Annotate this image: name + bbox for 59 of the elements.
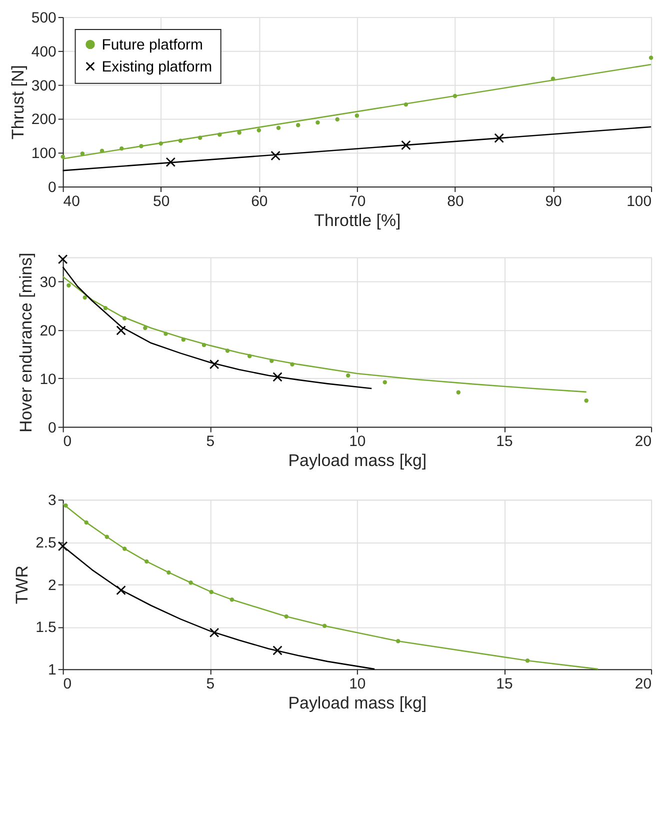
x-tick-label: 0: [63, 676, 72, 693]
y-tick-label: 30: [40, 274, 56, 291]
x-tick-label: 40: [63, 192, 80, 210]
legend-label: Existing platform: [102, 58, 212, 76]
x-tick-label: 5: [206, 433, 215, 450]
line-series: [62, 546, 376, 670]
point: [346, 373, 350, 378]
y-tick-label: 10: [40, 370, 56, 388]
line-series: [62, 276, 587, 393]
point: [143, 326, 148, 330]
point: [584, 398, 588, 403]
point: [272, 646, 282, 656]
x-tick-label: 60: [251, 192, 268, 210]
line-series: [62, 503, 599, 670]
x-tick-label: 10: [349, 676, 366, 693]
y-tick-label: 200: [31, 111, 56, 128]
y-axis-title: Thrust [N]: [8, 65, 28, 140]
y-axis-title: Hover endurance [mins]: [16, 252, 36, 432]
legend-label: Future platform: [102, 36, 203, 54]
y-tick-label: 400: [31, 43, 56, 60]
y-tick-label: 100: [31, 145, 56, 162]
x-tick-label: 70: [349, 192, 366, 210]
point: [209, 628, 220, 638]
x-axis-title: Payload mass [kg]: [288, 693, 427, 712]
x-tick-label: 90: [545, 192, 562, 210]
x-tick-label: 20: [634, 433, 652, 450]
point: [82, 295, 87, 300]
point: [116, 326, 126, 336]
y-tick-label: 2: [48, 576, 56, 594]
y-tick-label: 2.5: [36, 534, 56, 552]
x-tick-label: 100: [626, 192, 652, 210]
x-tick-label: 10: [349, 433, 366, 450]
point: [382, 380, 387, 384]
y-tick-label: 0: [48, 179, 56, 196]
y-tick-label: 20: [40, 322, 56, 340]
line-series: [62, 266, 372, 390]
y-tick-label: 500: [31, 10, 56, 27]
point: [456, 390, 461, 395]
y-tick-label: 1.5: [36, 619, 56, 636]
x-tick-label: 0: [63, 433, 72, 450]
point: [66, 283, 71, 288]
y-axis-title: TWR: [12, 566, 32, 604]
y-tick-label: 0: [48, 419, 56, 436]
point: [209, 359, 220, 370]
y-tick-label: 1: [48, 662, 56, 679]
point: [58, 254, 68, 264]
y-tick-label: 300: [31, 77, 56, 94]
x-tick-label: 50: [153, 192, 170, 210]
x-axis-title: Payload mass [kg]: [288, 451, 427, 470]
x-tick-label: 15: [496, 433, 513, 450]
y-tick-label: 3: [48, 492, 56, 510]
x-tick-label: 20: [634, 676, 652, 693]
point: [116, 585, 126, 596]
point: [58, 541, 68, 552]
x-tick-label: 80: [447, 192, 464, 210]
x-axis-title: Throttle [%]: [314, 210, 401, 230]
x-tick-label: 5: [206, 676, 215, 693]
point: [272, 372, 282, 382]
x-tick-label: 15: [496, 676, 513, 693]
